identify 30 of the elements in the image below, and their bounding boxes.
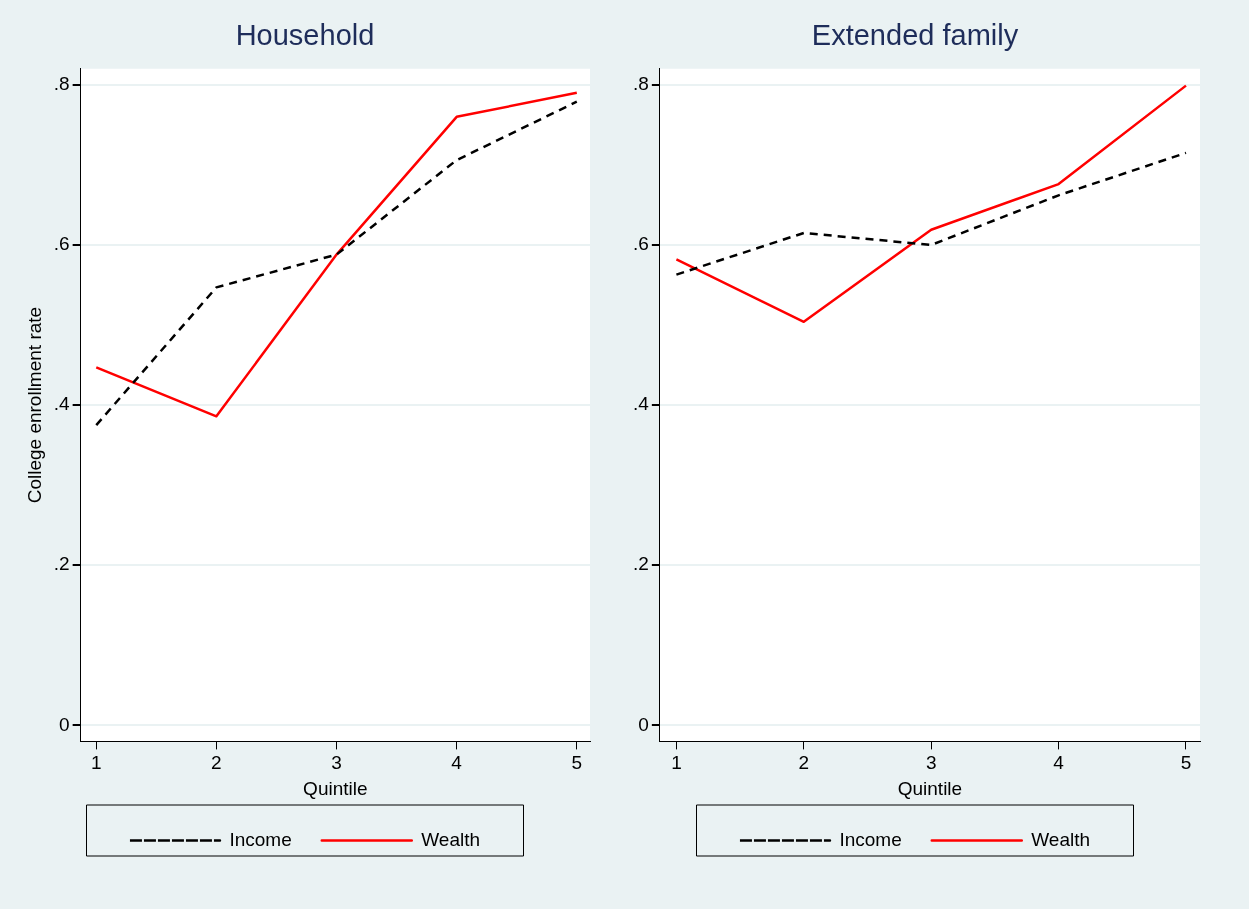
y-tick-label: .2 [632, 553, 649, 575]
legend-label: Wealth [421, 828, 481, 850]
x-tick-label: 5 [571, 752, 583, 774]
y-tick-label: .8 [632, 73, 649, 95]
y-tick-label: .6 [53, 233, 70, 255]
y-tick-label: .6 [632, 233, 649, 255]
x-tick-label: 3 [331, 752, 342, 774]
legend-label: Income [839, 828, 902, 850]
x-tick-label: 5 [1180, 752, 1192, 774]
legend-label: Income [229, 828, 292, 850]
x-axis-title: Quintile [303, 777, 368, 799]
chart-title: Extended family [811, 19, 1019, 52]
x-tick-label: 2 [211, 752, 222, 774]
x-axis-title: Quintile [897, 777, 963, 799]
y-tick-label: .4 [632, 393, 650, 415]
y-tick-label: 0 [638, 713, 649, 735]
x-tick-label: 4 [1053, 752, 1065, 774]
x-tick-label: 3 [925, 752, 937, 774]
x-tick-label: 4 [451, 752, 463, 774]
y-axis-title: College enrollment rate [23, 306, 45, 504]
legend-label: Wealth [1031, 828, 1091, 850]
x-tick-label: 2 [798, 752, 810, 774]
y-tick-label: 0 [59, 713, 70, 735]
y-tick-label: .2 [53, 553, 70, 575]
x-tick-label: 1 [90, 752, 102, 774]
line-series [675, 151, 1188, 276]
chart-title: Household [235, 19, 375, 52]
x-tick-label: 1 [671, 752, 682, 774]
y-tick-label: .8 [53, 73, 70, 95]
y-tick-label: .4 [53, 393, 71, 415]
